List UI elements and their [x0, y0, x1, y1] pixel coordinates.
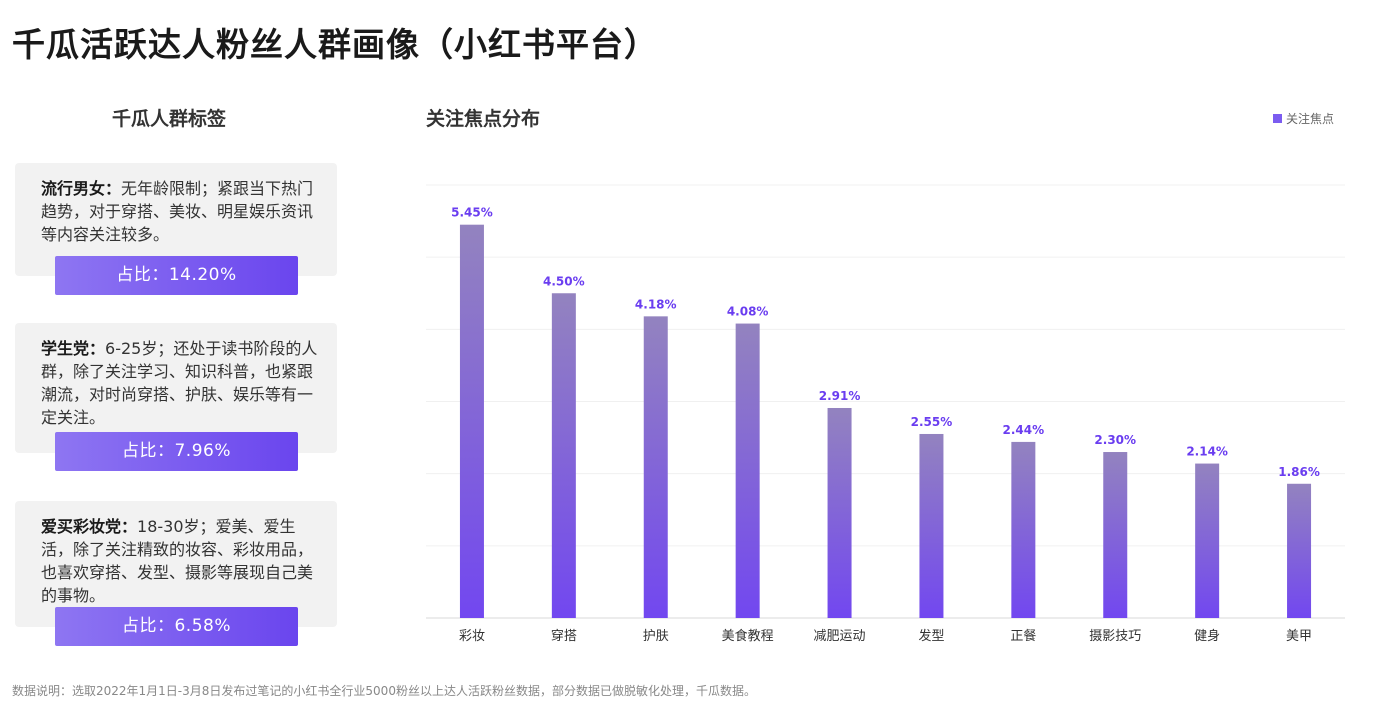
- persona-description: 无年龄限制；紧跟当下热门趋势，对于穿搭、美妆、明星娱乐资讯等内容关注较多。: [41, 179, 314, 244]
- bar-value-label: 4.50%: [543, 274, 585, 288]
- bar: [459, 224, 484, 619]
- persona-card-text: 学生党：6-25岁；还处于读书阶段的人群，除了关注学习、知识科普，也紧跟潮流，对…: [41, 337, 319, 429]
- data-footnote: 数据说明：选取2022年1月1日-3月8日发布过笔记的小红书全行业5000粉丝以…: [12, 684, 756, 698]
- bar: [643, 316, 668, 618]
- bar-value-label: 2.30%: [1094, 433, 1136, 447]
- bar-value-label: 2.44%: [1003, 423, 1045, 437]
- bar: [1103, 452, 1128, 618]
- chart-title: 关注焦点分布: [426, 108, 541, 130]
- legend-label: 关注焦点: [1286, 111, 1335, 126]
- bar-value-label: 4.08%: [727, 305, 769, 319]
- x-tick-label: 摄影技巧: [1089, 629, 1141, 644]
- persona-description: 6-25岁；还处于读书阶段的人群，除了关注学习、知识科普，也紧跟潮流，对时尚穿搭…: [41, 339, 318, 427]
- persona-card-student: 学生党：6-25岁；还处于读书阶段的人群，除了关注学习、知识科普，也紧跟潮流，对…: [15, 323, 337, 453]
- bar: [1287, 483, 1312, 618]
- legend-swatch: [1273, 113, 1282, 123]
- persona-name: 流行男女：: [41, 179, 122, 198]
- bar-value-label: 2.55%: [911, 415, 953, 429]
- x-tick-label: 发型: [918, 628, 944, 644]
- x-tick-label: 彩妆: [459, 629, 485, 644]
- page-title: 千瓜活跃达人粉丝人群画像（小红书平台）: [12, 25, 658, 64]
- x-tick-label: 健身: [1194, 628, 1220, 644]
- bar: [919, 433, 944, 618]
- left-panel-title: 千瓜人群标签: [112, 108, 227, 130]
- bar-value-label: 5.45%: [451, 206, 493, 220]
- bar: [1011, 441, 1036, 618]
- bar: [551, 293, 576, 618]
- x-tick-label: 减肥运动: [814, 629, 866, 644]
- bar: [735, 323, 760, 618]
- bar-value-label: 2.14%: [1186, 445, 1228, 459]
- x-tick-label: 美甲: [1286, 629, 1312, 644]
- x-tick-label: 美食教程: [722, 628, 774, 644]
- chart-legend: 关注焦点: [1273, 111, 1335, 126]
- persona-name: 爱买彩妆党：: [41, 517, 138, 536]
- bar: [1195, 463, 1220, 618]
- persona-card-text: 流行男女：无年龄限制；紧跟当下热门趋势，对于穿搭、美妆、明星娱乐资讯等内容关注较…: [41, 177, 319, 246]
- x-tick-label: 护肤: [643, 629, 669, 644]
- bar-value-label: 4.18%: [635, 297, 677, 311]
- persona-share-badge: 占比：7.96%: [55, 432, 298, 471]
- persona-name: 学生党：: [41, 339, 106, 358]
- persona-description: 18-30岁；爱美、爱生活，除了关注精致的妆容、彩妆用品，也喜欢穿搭、发型、摄影…: [41, 517, 314, 605]
- bar-value-label: 1.86%: [1278, 465, 1320, 479]
- bar-value-label: 2.91%: [819, 389, 861, 403]
- persona-card-text: 爱买彩妆党：18-30岁；爱美、爱生活，除了关注精致的妆容、彩妆用品，也喜欢穿搭…: [41, 515, 319, 607]
- persona-card-makeup: 爱买彩妆党：18-30岁；爱美、爱生活，除了关注精致的妆容、彩妆用品，也喜欢穿搭…: [15, 501, 337, 627]
- bar: [827, 407, 852, 618]
- x-tick-label: 穿搭: [551, 628, 577, 644]
- persona-share-badge: 占比：14.20%: [55, 256, 298, 295]
- x-tick-label: 正餐: [1010, 628, 1036, 644]
- persona-share-badge: 占比：6.58%: [55, 607, 298, 646]
